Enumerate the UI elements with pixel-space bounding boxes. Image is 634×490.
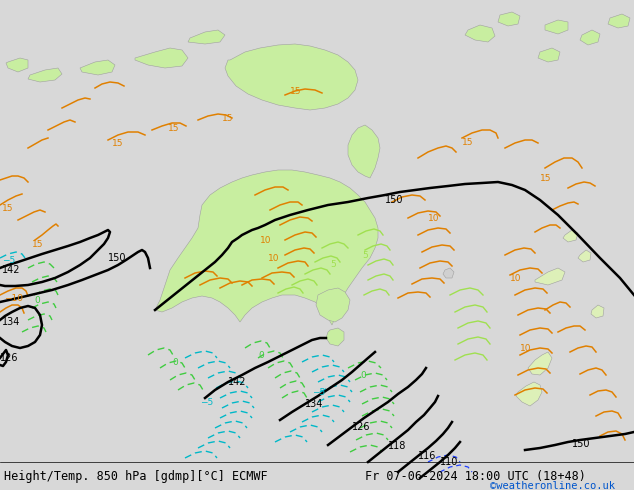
Text: 15: 15 [540,173,552,182]
Polygon shape [28,68,62,82]
Polygon shape [80,60,115,75]
Text: 0: 0 [172,358,178,367]
Polygon shape [528,352,552,375]
Text: ©weatheronline.co.uk: ©weatheronline.co.uk [490,481,615,490]
Polygon shape [498,12,520,26]
Text: 10: 10 [510,273,522,283]
Text: −10: −10 [4,294,23,302]
Polygon shape [580,30,600,45]
Polygon shape [591,305,604,318]
Text: 15: 15 [222,114,233,122]
Text: 10: 10 [268,253,280,263]
Text: 142: 142 [228,377,247,387]
Polygon shape [316,288,350,322]
Text: 126: 126 [0,353,18,363]
Text: 0: 0 [34,295,40,304]
Polygon shape [6,58,28,72]
Polygon shape [225,44,358,110]
Polygon shape [535,268,565,285]
Polygon shape [545,20,568,34]
Polygon shape [155,170,378,325]
Text: 15: 15 [2,203,13,213]
Polygon shape [578,250,591,262]
Text: 15: 15 [462,138,474,147]
Text: 150: 150 [108,253,127,263]
Polygon shape [348,125,380,178]
Text: 15: 15 [290,88,302,97]
Text: 110: 110 [440,457,458,467]
Polygon shape [563,230,578,242]
Polygon shape [538,48,560,62]
Text: 134: 134 [305,399,323,409]
Text: 150: 150 [385,195,403,205]
Text: −5: −5 [200,397,213,407]
Text: 0: 0 [360,370,366,379]
Text: Fr 07-06-2024 18:00 UTC (18+48): Fr 07-06-2024 18:00 UTC (18+48) [365,469,586,483]
Text: 118: 118 [388,441,406,451]
Text: 15: 15 [168,123,179,132]
Text: −5: −5 [312,388,325,396]
Polygon shape [326,328,344,346]
Text: 5: 5 [362,250,368,260]
Text: 15: 15 [112,139,124,147]
Text: 15: 15 [32,240,44,248]
Text: Height/Temp. 850 hPa [gdmp][°C] ECMWF: Height/Temp. 850 hPa [gdmp][°C] ECMWF [4,469,268,483]
Text: 10: 10 [428,214,439,222]
Polygon shape [608,14,630,28]
Text: 126: 126 [352,422,370,432]
Text: 5: 5 [330,260,336,269]
Text: 134: 134 [2,317,20,327]
Polygon shape [188,30,225,44]
Polygon shape [443,268,454,278]
Text: 0: 0 [258,350,264,360]
Text: 150: 150 [572,439,590,449]
Text: 10: 10 [260,236,271,245]
Text: −5: −5 [2,255,15,265]
Polygon shape [135,48,188,68]
Text: 116: 116 [418,451,436,461]
Text: 10: 10 [520,343,531,352]
Polygon shape [516,382,542,406]
Polygon shape [465,25,495,42]
Text: 142: 142 [2,265,20,275]
